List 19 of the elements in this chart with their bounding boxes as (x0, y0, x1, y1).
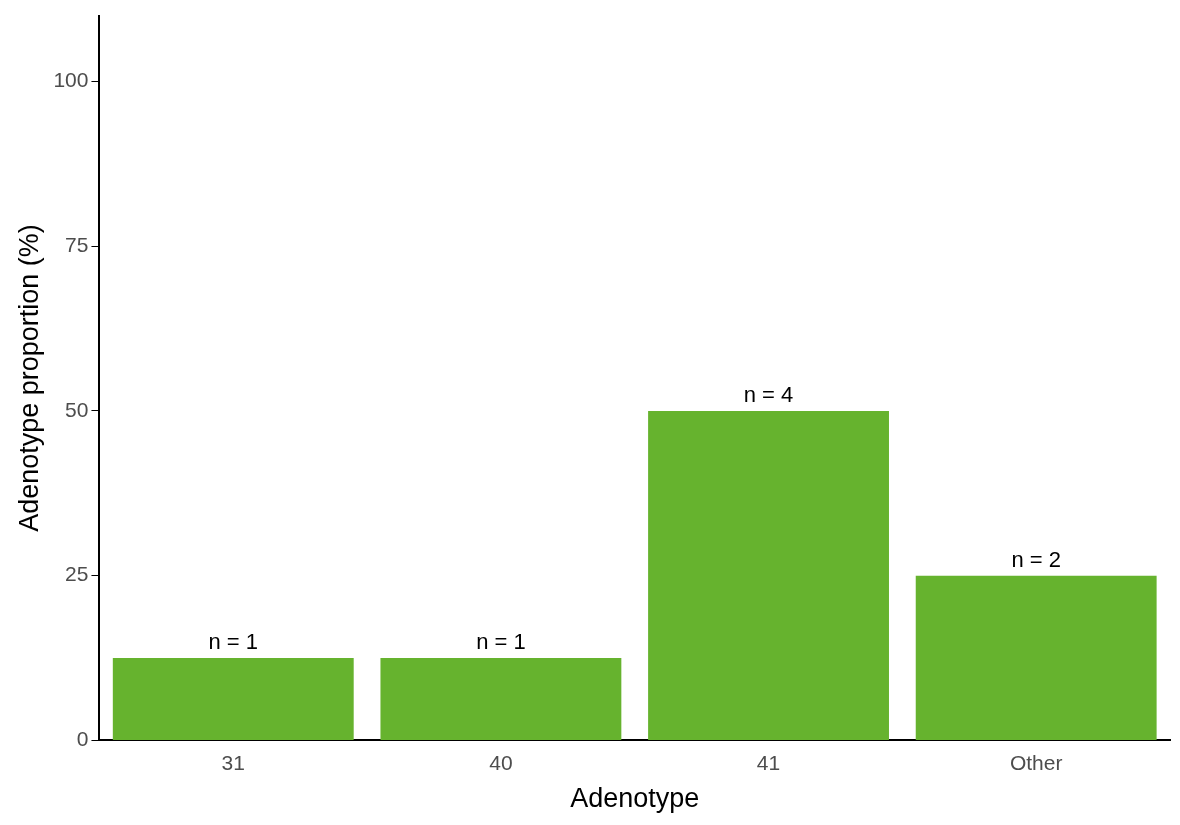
annotation: n = 4 (743, 382, 794, 408)
bar (112, 658, 354, 740)
x-tick-label: 41 (756, 750, 781, 774)
x-tick-label: 31 (221, 750, 245, 774)
y-tick-label: 100 (53, 68, 89, 92)
bar (915, 575, 1157, 740)
y-tick-label: 25 (65, 562, 89, 586)
annotation: n = 2 (1011, 546, 1061, 572)
x-axis-title: Adenotype (570, 783, 700, 814)
y-tick-label: 75 (65, 233, 89, 257)
y-tick-label: 0 (76, 727, 89, 751)
x-tick-label: Other (1009, 750, 1063, 774)
bar (648, 410, 889, 740)
annotation: n = 1 (208, 629, 259, 655)
annotation: n = 1 (476, 629, 526, 655)
x-tick-label: 40 (489, 750, 513, 774)
y-tick-label: 50 (65, 397, 89, 421)
bar (380, 658, 622, 740)
y-axis-title: Adenotype proportion (%) (13, 224, 44, 532)
